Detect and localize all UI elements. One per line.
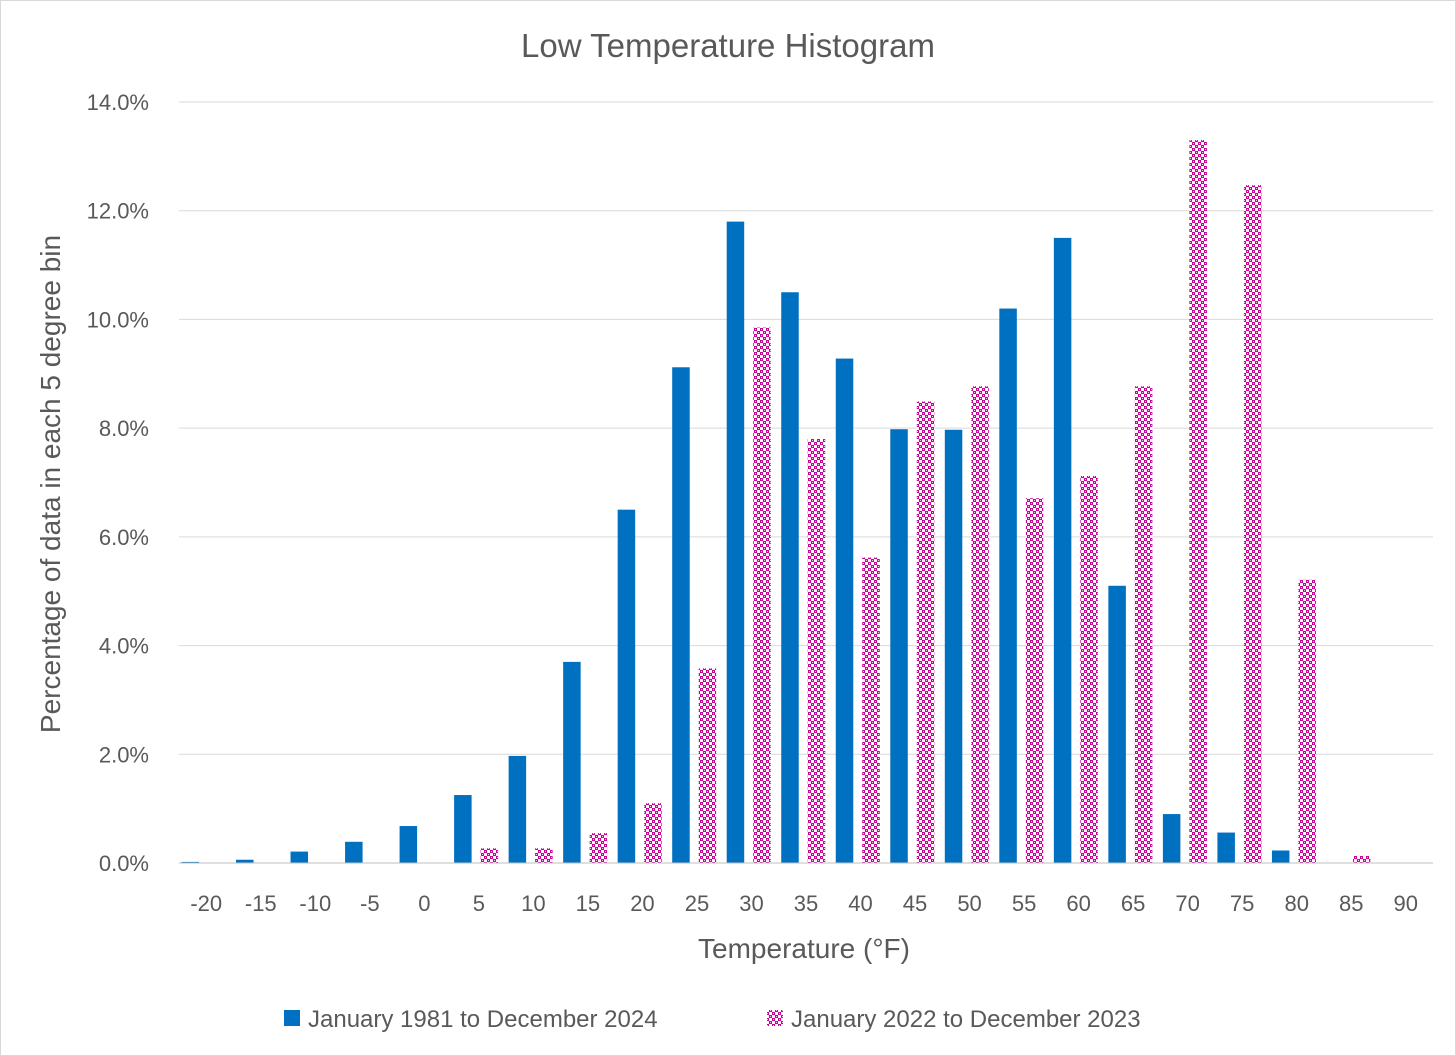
bar-series-1 xyxy=(399,826,418,863)
bar-series-1 xyxy=(835,358,854,863)
bar-series-2 xyxy=(480,848,499,863)
bar-series-2 xyxy=(1025,498,1044,863)
bar-series-2 xyxy=(971,386,989,863)
bar-series-1 xyxy=(1271,850,1290,863)
x-tick-label: 60 xyxy=(1066,891,1090,916)
x-tick-label: 90 xyxy=(1393,891,1417,916)
y-tick-label: 2.0% xyxy=(99,742,149,767)
y-axis-title: Percentage of data in each 5 degree bin xyxy=(35,235,66,733)
x-tick-label: 0 xyxy=(418,891,430,916)
y-tick-label: 12.0% xyxy=(87,199,149,224)
bar-series-1 xyxy=(944,429,963,863)
bar-series-1 xyxy=(1217,832,1235,863)
x-tick-label: 80 xyxy=(1284,891,1308,916)
x-tick-label: 65 xyxy=(1121,891,1145,916)
x-tick-label: 40 xyxy=(848,891,872,916)
legend-label-1: January 1981 to December 2024 xyxy=(308,1006,658,1033)
x-tick-label: -5 xyxy=(360,891,380,916)
bar-series-1 xyxy=(781,292,799,863)
x-tick-label: 25 xyxy=(685,891,709,916)
y-tick-label: 10.0% xyxy=(87,307,149,332)
chart-title: Low Temperature Histogram xyxy=(521,27,935,64)
x-tick-label: -15 xyxy=(245,891,277,916)
bar-series-2 xyxy=(1243,185,1262,863)
y-tick-label: 6.0% xyxy=(99,525,149,550)
bar-series-2 xyxy=(916,401,935,863)
bar-series-1 xyxy=(290,851,309,863)
bar-series-1 xyxy=(345,841,363,863)
x-tick-label: 45 xyxy=(903,891,927,916)
bar-series-1 xyxy=(999,308,1017,863)
x-tick-label: 75 xyxy=(1230,891,1254,916)
bar-series-1 xyxy=(181,861,199,863)
bar-series-1 xyxy=(890,429,908,863)
bar-series-2 xyxy=(807,439,826,863)
bar-series-2 xyxy=(535,848,553,863)
legend: January 1981 to December 2024 January 202… xyxy=(284,1006,1141,1033)
bar-series-2 xyxy=(1189,140,1207,864)
bar-series-1 xyxy=(454,795,472,863)
x-tick-label: -10 xyxy=(299,891,331,916)
bar-series-1 xyxy=(1108,585,1126,863)
y-tick-label: 8.0% xyxy=(99,416,149,441)
x-axis-ticks: -20 -15 -10 -5 0 5 10 15 20 25 30 35 40 45 50 55 60 65 70 7… xyxy=(190,891,1418,916)
legend-swatch-1 xyxy=(284,1010,300,1026)
bar-series-1 xyxy=(508,755,527,863)
legend-swatch-2 xyxy=(767,1010,783,1026)
bar-series-1 xyxy=(236,859,254,863)
x-tick-label: 10 xyxy=(521,891,545,916)
x-tick-label: 85 xyxy=(1339,891,1363,916)
x-tick-label: 55 xyxy=(1012,891,1036,916)
bar-series-2 xyxy=(1080,475,1098,863)
x-tick-label: 35 xyxy=(794,891,818,916)
x-tick-label: 70 xyxy=(1175,891,1199,916)
y-tick-label: 14.0% xyxy=(87,90,149,115)
bar-series-2 xyxy=(862,557,880,863)
bar-series-2 xyxy=(1298,579,1316,863)
legend-label-2: January 2022 to December 2023 xyxy=(791,1006,1141,1033)
y-tick-label: 4.0% xyxy=(99,634,149,659)
bar-series-1 xyxy=(563,661,581,863)
x-tick-label: 50 xyxy=(957,891,981,916)
bars xyxy=(181,140,1371,864)
bar-series-1 xyxy=(1162,814,1181,863)
x-tick-label: 5 xyxy=(473,891,485,916)
bar-series-1 xyxy=(1053,237,1072,864)
x-axis-title: Temperature (°F) xyxy=(698,933,910,964)
bar-series-2 xyxy=(698,668,717,863)
x-tick-label: -20 xyxy=(190,891,222,916)
bar-series-1 xyxy=(726,221,745,864)
x-tick-label: 30 xyxy=(739,891,763,916)
bar-series-2 xyxy=(1134,386,1153,863)
bar-series-2 xyxy=(589,833,608,863)
bar-series-1 xyxy=(617,509,636,863)
x-tick-label: 15 xyxy=(576,891,600,916)
bar-series-1 xyxy=(672,367,690,863)
y-tick-label: 0.0% xyxy=(99,851,149,876)
y-axis-ticks: 0.0% 2.0% 4.0% 6.0% 8.0% 10.0% 12.0% 14.0% xyxy=(87,90,149,876)
gridlines xyxy=(179,101,1433,755)
bar-series-2 xyxy=(644,803,662,863)
x-tick-label: 20 xyxy=(630,891,654,916)
bar-series-2 xyxy=(753,327,771,863)
bar-series-2 xyxy=(1352,855,1371,863)
